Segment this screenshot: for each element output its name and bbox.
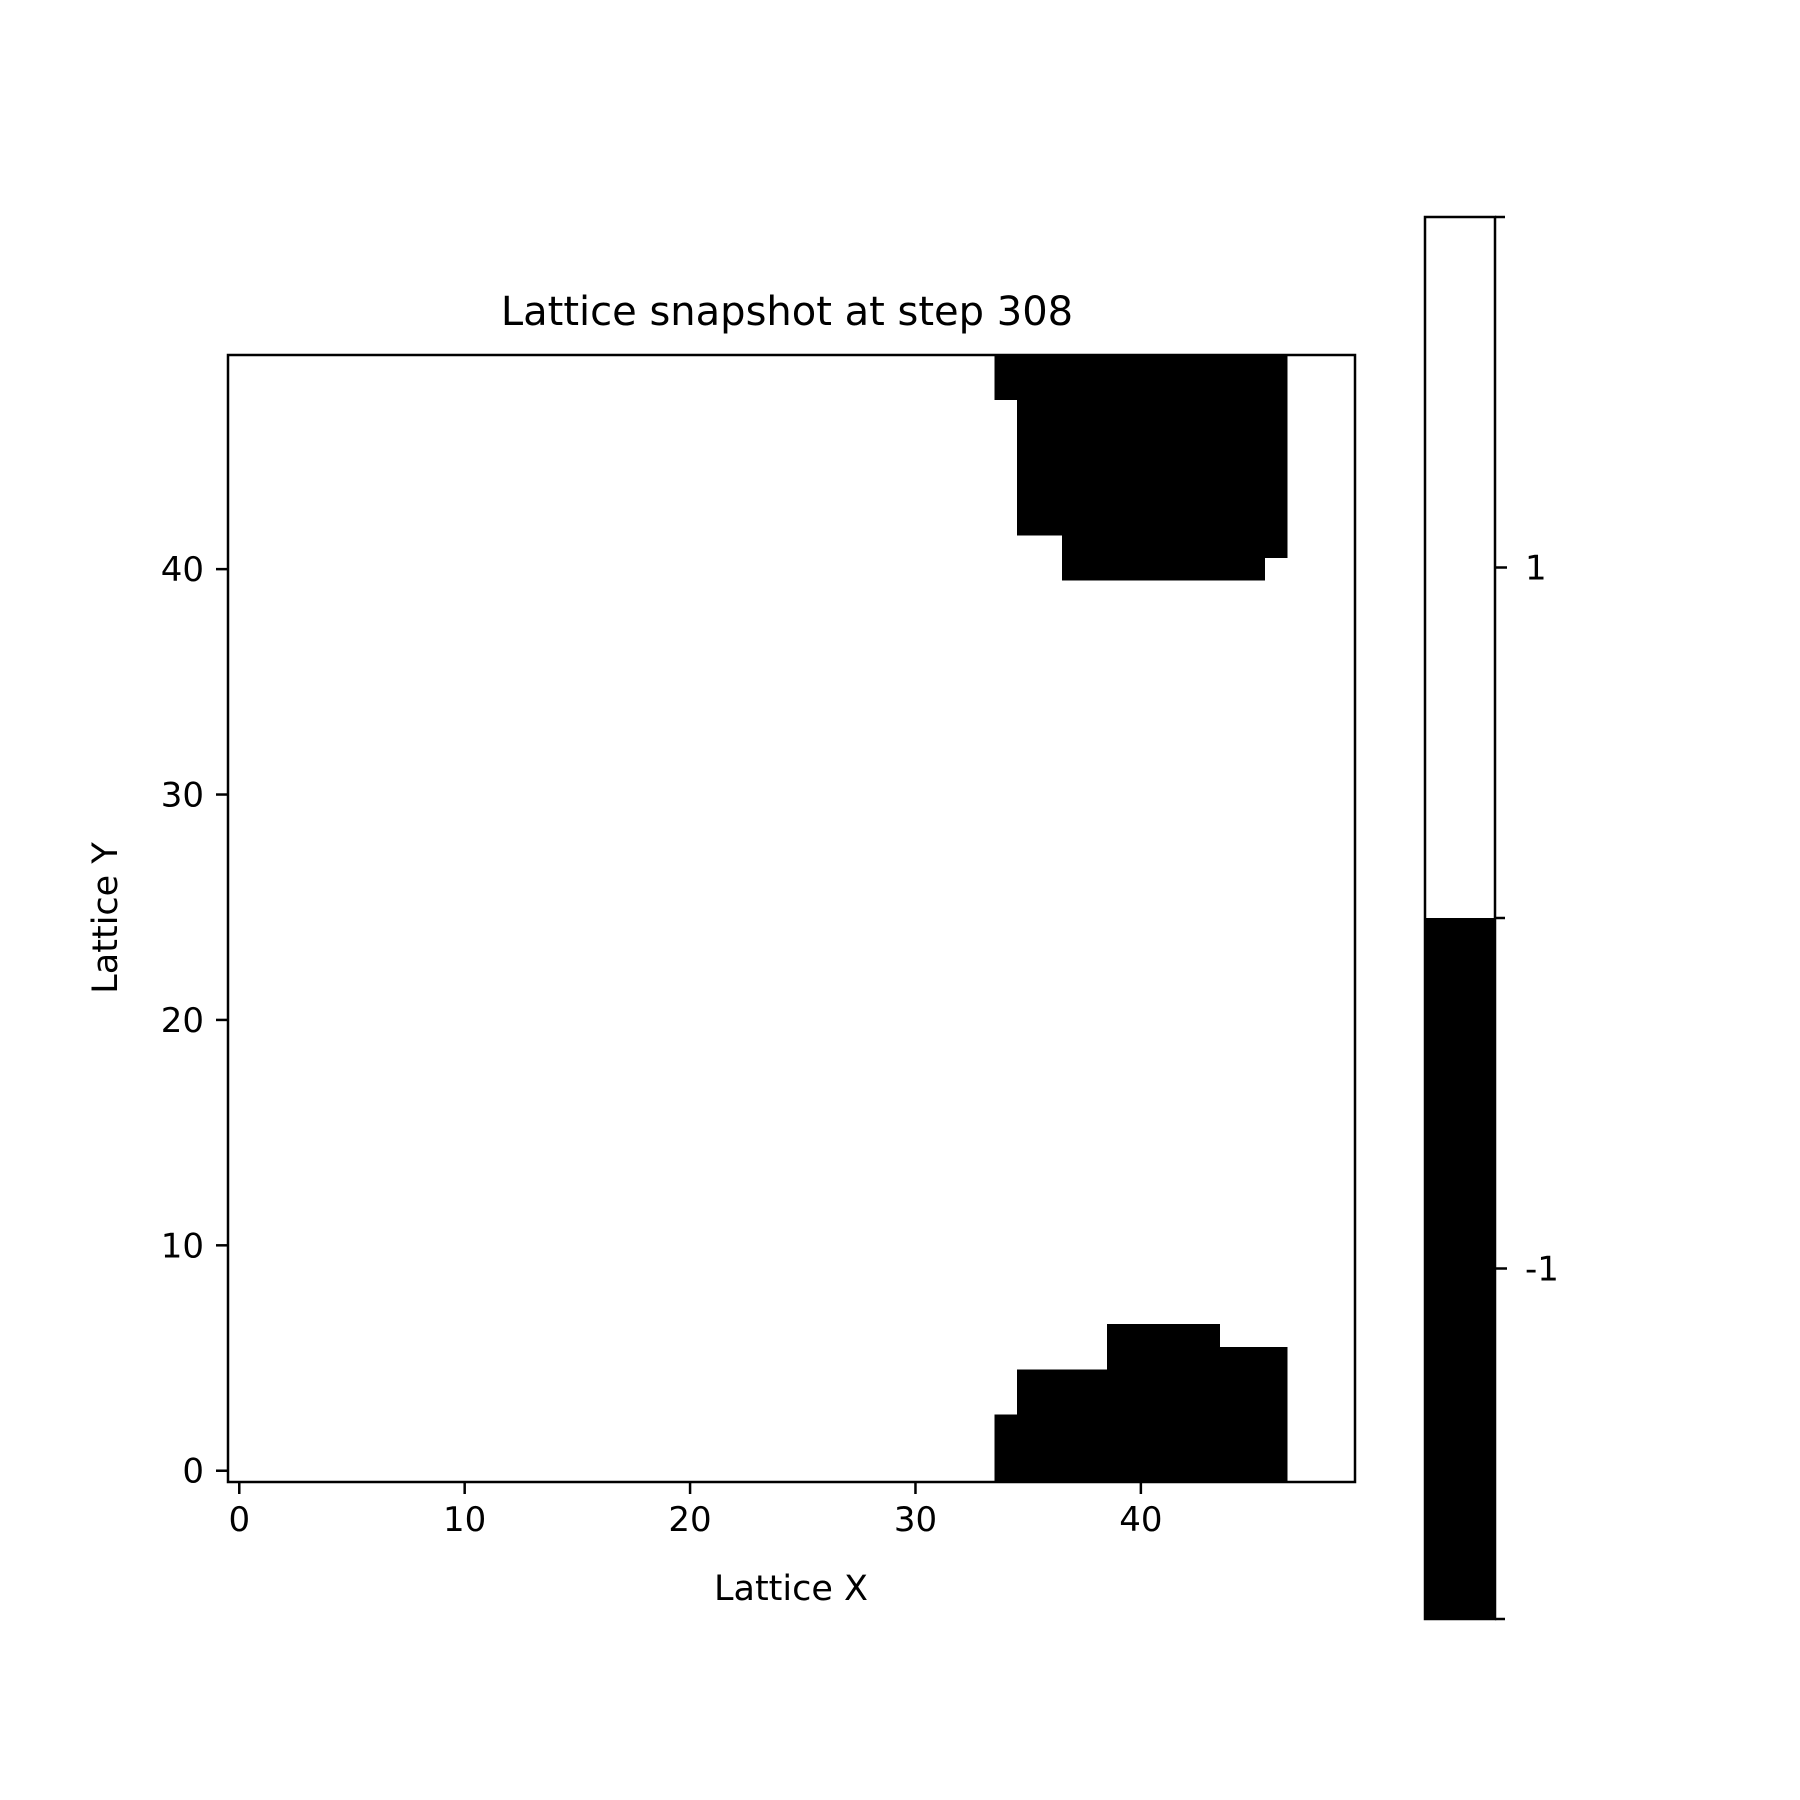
y-tick-label: 30 [161,776,204,816]
spin-down-region [1061,557,1265,581]
spin-down-region [1016,400,1288,536]
y-tick-label: 40 [161,550,204,590]
lattice-cells [228,355,1355,1482]
y-axis-ticks: 0 10 20 30 40 [161,550,228,1492]
spin-down-region [1061,535,1288,558]
x-tick-label: 10 [443,1500,486,1540]
y-axis-label: Lattice Y [86,842,126,994]
y-tick-label: 20 [161,1001,204,1041]
spin-down-region [1016,1369,1288,1415]
spin-down-region [994,355,1288,401]
spin-down-region [1107,1346,1288,1370]
y-tick-label: 10 [161,1226,204,1266]
colorbar-segment-minus-1 [1425,918,1495,1619]
x-tick-label: 0 [228,1500,250,1540]
plot-frame [226,353,1357,1484]
spin-down-region [994,1414,1288,1482]
colorbar-tick-label: 1 [1525,549,1547,589]
chart-title: Lattice snapshot at step 308 [501,289,1073,335]
y-tick-label: 0 [182,1452,204,1492]
colorbar-tick-label: -1 [1525,1250,1559,1290]
colorbar-segment-1 [1425,217,1495,918]
spin-down-region [1107,1324,1220,1347]
x-tick-label: 20 [668,1500,711,1540]
colorbar: 1 -1 [1423,215,1559,1621]
x-tick-label: 30 [894,1500,937,1540]
x-axis-label: Lattice X [714,1569,868,1609]
x-axis-ticks: 0 10 20 30 40 [228,1482,1163,1540]
x-tick-label: 40 [1119,1500,1162,1540]
